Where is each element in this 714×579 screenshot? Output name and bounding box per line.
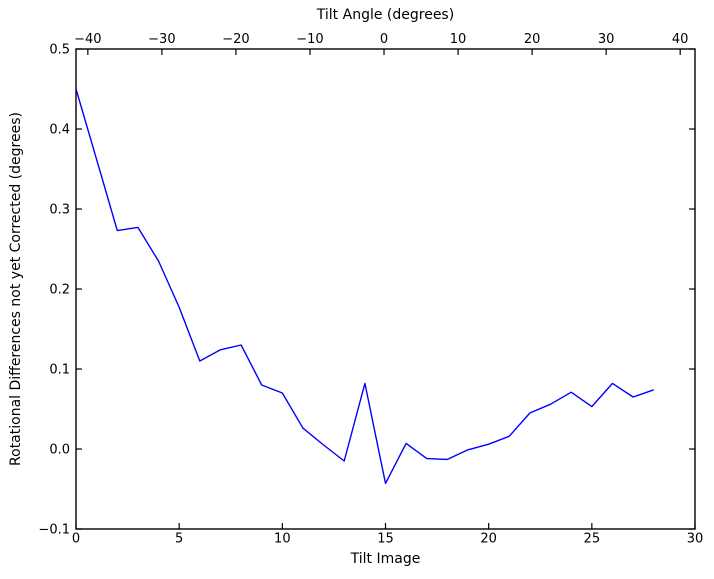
- x-axis-title: Tilt Image: [350, 551, 421, 567]
- y-axis-title: Rotational Differences not yet Corrected…: [8, 112, 24, 466]
- y-tick-label: 0.0: [49, 443, 70, 458]
- top-tick-label: −20: [222, 32, 249, 47]
- top-axis-title: Tilt Angle (degrees): [316, 7, 454, 23]
- y-tick-label: 0.4: [49, 123, 70, 138]
- x-tick-label: 30: [687, 532, 704, 547]
- x-tick-label: 20: [480, 532, 497, 547]
- data-line-rotational-difference: [75, 88, 654, 485]
- top-tick-label: 30: [598, 32, 615, 47]
- top-tick-label: 20: [524, 32, 541, 47]
- y-tick-label: 0.1: [49, 363, 70, 378]
- x-tick-label: 10: [274, 532, 291, 547]
- x-tick-label: 25: [584, 532, 601, 547]
- top-tick-label: 40: [672, 32, 689, 47]
- plot-border: [75, 48, 696, 530]
- y-tick-label: 0.2: [49, 283, 70, 298]
- y-tick-label: 0.5: [49, 43, 70, 58]
- x-tick-label: 15: [377, 532, 394, 547]
- x-tick-label: 5: [175, 532, 183, 547]
- y-tick-label: −0.1: [38, 523, 70, 538]
- plot-layer: 0 5 10 15 20 25 30 −40 −30 −20 −10 0 10 20 30 40 −0.1 0.0…: [38, 32, 703, 547]
- top-tick-label: 0: [380, 32, 388, 47]
- top-tick-label: −30: [148, 32, 175, 47]
- top-tick-label: 10: [450, 32, 467, 47]
- top-tick-label: −10: [296, 32, 323, 47]
- y-tick-label: 0.3: [49, 203, 70, 218]
- x-tick-label: 0: [72, 532, 80, 547]
- top-tick-label: −40: [74, 32, 101, 47]
